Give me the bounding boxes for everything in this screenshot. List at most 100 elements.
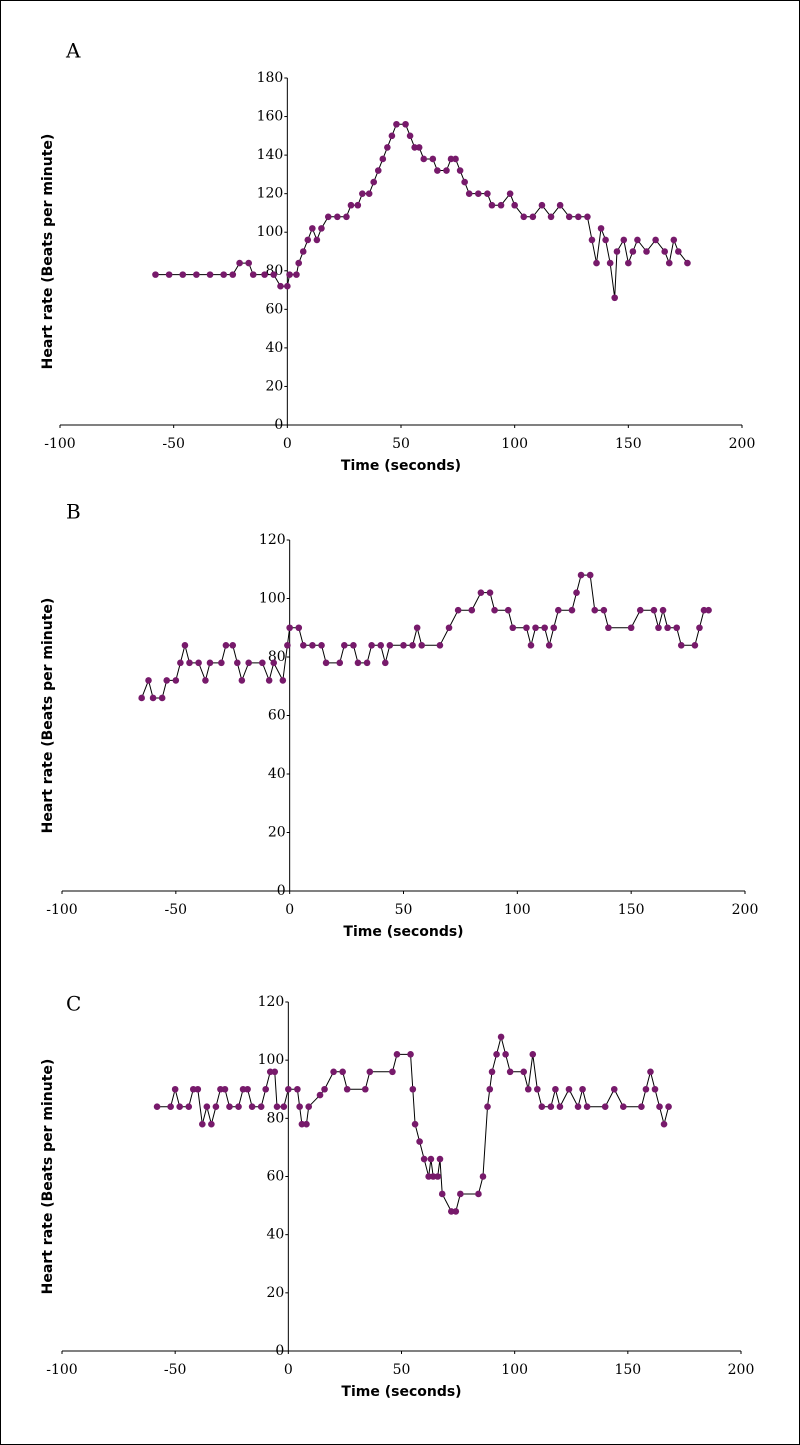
data-point: [347, 201, 355, 209]
data-point: [700, 606, 708, 614]
data-point: [359, 190, 366, 197]
data-point: [406, 132, 414, 140]
data-point: [321, 1085, 328, 1093]
data-point: [579, 1085, 586, 1093]
data-point: [195, 659, 202, 667]
data-point: [217, 1085, 224, 1093]
data-point: [284, 282, 291, 290]
data-point: [556, 201, 564, 209]
panel-label: A: [65, 39, 81, 63]
data-point: [309, 642, 316, 649]
x-tick-label: 150: [615, 436, 642, 452]
data-point: [429, 1173, 437, 1180]
data-point: [586, 571, 594, 579]
data-point: [568, 606, 576, 614]
data-point: [652, 236, 659, 244]
data-point: [279, 677, 287, 684]
x-tick-label: 100: [504, 902, 531, 918]
data-point: [647, 1068, 654, 1076]
data-point: [493, 1051, 500, 1058]
data-point: [438, 1190, 446, 1198]
data-point: [280, 1103, 288, 1110]
x-tick-label: 50: [392, 436, 410, 452]
data-point: [407, 1051, 414, 1058]
data-point: [597, 225, 605, 232]
data-point: [504, 606, 512, 614]
data-point: [181, 642, 189, 649]
data-point: [336, 659, 344, 667]
data-point: [294, 1085, 301, 1093]
x-axis-title: Time (seconds): [341, 1384, 461, 1400]
data-point: [229, 271, 237, 278]
data-point: [605, 624, 612, 632]
data-point: [293, 271, 300, 278]
data-point: [295, 259, 303, 267]
data-point: [684, 259, 691, 267]
data-point: [670, 236, 678, 244]
data-point: [377, 642, 385, 649]
data-point: [171, 1085, 179, 1093]
x-tick-label: 100: [501, 1362, 528, 1378]
x-axis-title: Time (seconds): [341, 458, 461, 474]
y-tick-label: 20: [268, 825, 286, 841]
x-tick-label: 200: [728, 1362, 755, 1378]
data-point: [474, 190, 482, 197]
data-point: [497, 1033, 505, 1041]
data-point: [316, 1091, 324, 1099]
data-point: [389, 1068, 396, 1076]
data-point: [304, 236, 312, 244]
data-point: [602, 236, 609, 244]
data-point: [402, 120, 409, 128]
data-point: [366, 1068, 374, 1076]
panel-label: B: [66, 500, 81, 524]
data-point: [547, 213, 555, 221]
data-point: [300, 642, 307, 649]
data-point: [552, 1085, 559, 1093]
data-point: [221, 1085, 229, 1093]
data-point: [550, 624, 558, 632]
data-point: [675, 248, 682, 255]
y-tick-label: 160: [257, 109, 284, 125]
data-point: [286, 624, 293, 632]
data-point: [379, 155, 387, 163]
data-point: [642, 1085, 650, 1093]
x-tick-label: 0: [283, 436, 292, 452]
data-point: [502, 1051, 509, 1058]
data-point: [172, 677, 180, 684]
data-point: [643, 248, 650, 255]
data-point: [452, 155, 459, 163]
data-point: [339, 1068, 346, 1076]
data-point: [497, 201, 505, 209]
data-point: [468, 606, 476, 614]
data-point: [520, 213, 528, 221]
data-point: [248, 1103, 256, 1110]
data-point: [305, 1103, 313, 1110]
data-point: [427, 1155, 435, 1163]
data-point: [538, 1103, 546, 1110]
y-tick-label: 60: [267, 1169, 285, 1185]
data-point: [270, 659, 278, 667]
data-point: [452, 1208, 460, 1215]
x-tick-label: -100: [46, 1362, 77, 1378]
data-point: [149, 694, 157, 702]
panel-label: C: [66, 992, 81, 1016]
data-point: [511, 201, 518, 209]
x-tick-label: 0: [284, 1362, 293, 1378]
x-axis-title: Time (seconds): [343, 924, 463, 940]
data-point: [677, 642, 685, 649]
data-point: [381, 659, 389, 667]
data-point: [266, 1068, 274, 1076]
data-point: [185, 1103, 193, 1110]
y-tick-label: 60: [266, 301, 284, 317]
data-point: [461, 178, 468, 186]
y-tick-label: 0: [277, 883, 286, 899]
data-point: [555, 606, 562, 614]
data-point: [573, 589, 580, 596]
data-point: [167, 1103, 174, 1110]
data-point: [322, 659, 330, 667]
data-point: [488, 201, 496, 209]
data-point: [363, 659, 371, 667]
data-point: [456, 167, 464, 174]
data-point: [629, 248, 637, 255]
